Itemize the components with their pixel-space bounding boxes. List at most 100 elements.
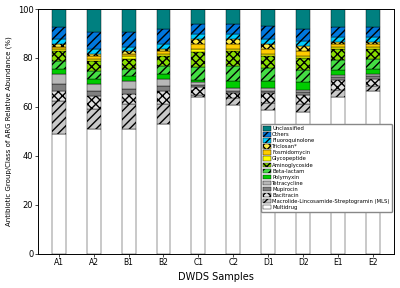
Bar — [192, 67, 206, 80]
Bar — [192, 85, 206, 87]
Bar — [52, 84, 66, 92]
Bar — [366, 49, 380, 59]
Bar — [86, 84, 100, 92]
Bar — [122, 54, 136, 56]
Bar — [332, 47, 346, 50]
Bar — [122, 56, 136, 59]
Bar — [192, 9, 206, 24]
Bar — [192, 24, 206, 34]
Bar — [296, 58, 310, 70]
Bar — [332, 44, 346, 47]
Bar — [226, 24, 240, 34]
Bar — [366, 44, 380, 46]
Bar — [52, 101, 66, 134]
Bar — [366, 9, 380, 26]
Bar — [52, 69, 66, 74]
Bar — [52, 92, 66, 101]
Bar — [332, 90, 346, 97]
Bar — [262, 88, 276, 91]
Bar — [52, 9, 66, 26]
Bar — [226, 49, 240, 51]
Bar — [226, 34, 240, 39]
Bar — [122, 59, 136, 69]
Bar — [332, 70, 346, 75]
Bar — [86, 79, 100, 84]
Bar — [52, 52, 66, 61]
Bar — [156, 86, 170, 92]
Bar — [296, 9, 310, 29]
Bar — [52, 74, 66, 84]
Bar — [262, 44, 276, 49]
Bar — [226, 81, 240, 88]
Bar — [296, 56, 310, 58]
Bar — [192, 52, 206, 67]
Bar — [122, 31, 136, 46]
Bar — [122, 69, 136, 76]
Bar — [156, 79, 170, 86]
Bar — [262, 39, 276, 44]
Bar — [192, 87, 206, 95]
Bar — [296, 46, 310, 51]
Bar — [332, 97, 346, 254]
Bar — [366, 26, 380, 37]
Bar — [332, 50, 346, 60]
Bar — [332, 42, 346, 44]
Bar — [262, 110, 276, 254]
Bar — [226, 93, 240, 98]
Bar — [296, 112, 310, 254]
Bar — [192, 34, 206, 39]
Bar — [366, 76, 380, 79]
Bar — [332, 80, 346, 90]
Bar — [86, 71, 100, 79]
Bar — [332, 37, 346, 42]
Bar — [52, 134, 66, 254]
Bar — [332, 9, 346, 27]
Bar — [332, 75, 346, 77]
Y-axis label: Antibiotic Group/Class of ARG Relative Abundance (%): Antibiotic Group/Class of ARG Relative A… — [6, 37, 12, 226]
Bar — [122, 46, 136, 52]
Bar — [156, 52, 170, 54]
Bar — [296, 90, 310, 92]
Bar — [86, 92, 100, 96]
Bar — [156, 104, 170, 124]
Bar — [156, 29, 170, 44]
Bar — [262, 93, 276, 103]
Bar — [262, 49, 276, 54]
Bar — [332, 27, 346, 37]
Bar — [86, 54, 100, 56]
Bar — [122, 104, 136, 129]
Bar — [296, 29, 310, 41]
Bar — [226, 39, 240, 44]
Bar — [366, 37, 380, 41]
Bar — [262, 54, 276, 56]
Bar — [122, 82, 136, 89]
Bar — [366, 79, 380, 86]
Bar — [262, 26, 276, 39]
Bar — [192, 80, 206, 82]
Bar — [366, 74, 380, 76]
Bar — [86, 59, 100, 61]
Bar — [296, 92, 310, 95]
Bar — [52, 61, 66, 69]
Bar — [156, 49, 170, 52]
Bar — [86, 49, 100, 54]
Bar — [52, 49, 66, 52]
Bar — [262, 56, 276, 68]
Bar — [226, 9, 240, 24]
Bar — [226, 66, 240, 81]
Bar — [86, 9, 100, 31]
Bar — [366, 46, 380, 49]
Bar — [122, 52, 136, 54]
Bar — [156, 56, 170, 67]
Bar — [296, 70, 310, 82]
Bar — [192, 44, 206, 50]
Bar — [122, 76, 136, 82]
Bar — [156, 44, 170, 49]
Bar — [52, 44, 66, 46]
Bar — [226, 98, 240, 105]
Bar — [52, 26, 66, 39]
Bar — [366, 92, 380, 254]
Bar — [156, 9, 170, 29]
Bar — [226, 88, 240, 91]
Bar — [226, 44, 240, 49]
